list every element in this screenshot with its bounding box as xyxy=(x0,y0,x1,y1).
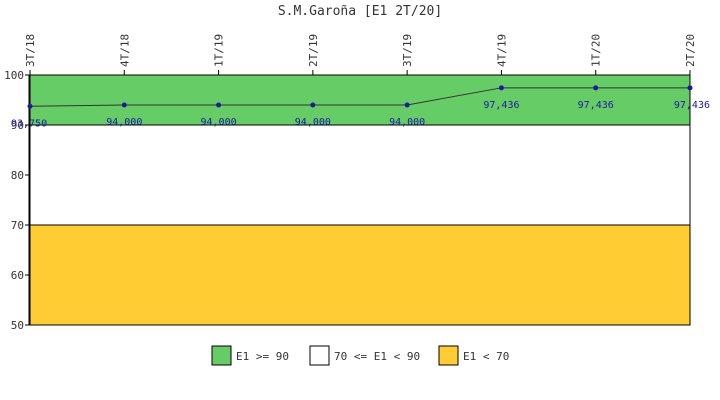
data-label: 97,436 xyxy=(483,100,519,111)
data-point xyxy=(216,102,222,108)
data-series: 93,750 94,000 94,000 94,000 94,000 97,436 97,4… xyxy=(11,85,710,129)
band-1 xyxy=(30,125,690,225)
legend: E1 >= 90 70 <= E1 < 90 E1 < 70 xyxy=(211,345,509,366)
y-tick-label: 80 xyxy=(11,169,24,182)
data-label: 97,436 xyxy=(578,100,614,111)
data-label: 94,000 xyxy=(389,117,425,128)
data-label: 97,436 xyxy=(674,100,710,111)
series-line xyxy=(29,87,690,107)
legend-label-0: E1 >= 90 xyxy=(236,350,289,363)
data-label: 94,000 xyxy=(295,117,331,128)
data-label: 94,000 xyxy=(201,117,237,128)
data-point xyxy=(687,85,693,91)
data-label: 94,000 xyxy=(106,117,142,128)
threshold-bands xyxy=(30,75,690,325)
y-tick-label: 50 xyxy=(11,319,24,332)
y-tick-label: 90 xyxy=(11,119,24,132)
legend-swatch-1 xyxy=(309,345,330,366)
x-tick-label: 3T/19 xyxy=(401,34,414,67)
plot-border xyxy=(29,74,691,326)
x-tick-label: 1T/20 xyxy=(590,34,603,67)
x-tick-label: 1T/19 xyxy=(213,34,226,67)
data-point xyxy=(498,85,504,91)
legend-label-2: E1 < 70 xyxy=(463,350,509,363)
legend-swatch-0 xyxy=(211,345,232,366)
x-axis: 3T/18 4T/18 1T/19 2T/19 3T/19 4T/19 1T/20 2T/20 xyxy=(24,34,697,75)
legend-label-1: 70 <= E1 < 90 xyxy=(334,350,420,363)
x-tick-label: 3T/18 xyxy=(24,34,37,67)
y-tick-label: 60 xyxy=(11,269,24,282)
data-point xyxy=(310,102,316,108)
y-tick-label: 100 xyxy=(4,69,24,82)
legend-swatch-2 xyxy=(438,345,459,366)
x-tick-label: 4T/19 xyxy=(495,34,508,67)
x-tick-label: 2T/20 xyxy=(684,34,697,67)
chart-title: S.M.Garoña [E1 2T/20] xyxy=(278,4,442,19)
data-label: 93,750 xyxy=(11,118,47,129)
x-tick-label: 2T/19 xyxy=(307,34,320,67)
band-2 xyxy=(30,225,690,325)
x-tick-label: 4T/18 xyxy=(118,34,131,67)
y-tick-label: 70 xyxy=(11,219,24,232)
band-0 xyxy=(30,75,690,125)
data-point xyxy=(593,85,599,91)
y-axis: 50 60 70 80 90 100 xyxy=(4,69,30,332)
data-point xyxy=(121,102,127,108)
data-point xyxy=(404,102,410,108)
data-point xyxy=(27,103,33,109)
plot-frame xyxy=(28,74,691,326)
